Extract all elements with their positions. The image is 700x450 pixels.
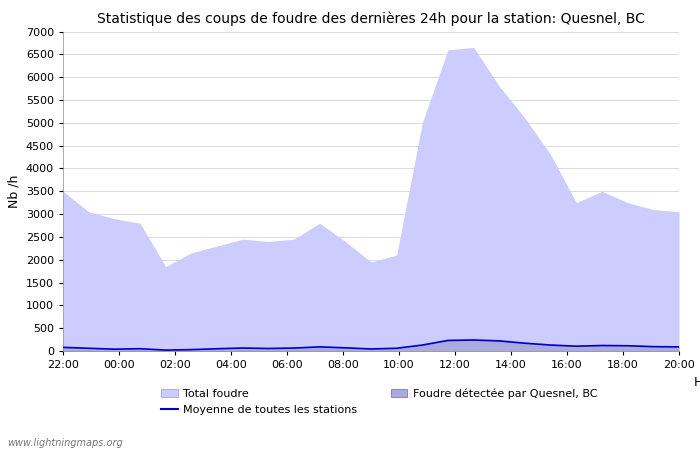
Title: Statistique des coups de foudre des dernières 24h pour la station: Quesnel, BC: Statistique des coups de foudre des dern… <box>97 12 645 26</box>
Text: Heure: Heure <box>694 376 700 389</box>
Y-axis label: Nb /h: Nb /h <box>7 175 20 208</box>
Text: www.lightningmaps.org: www.lightningmaps.org <box>7 438 122 448</box>
Legend: Total foudre, Moyenne de toutes les stations, Foudre détectée par Quesnel, BC: Total foudre, Moyenne de toutes les stat… <box>161 388 597 414</box>
